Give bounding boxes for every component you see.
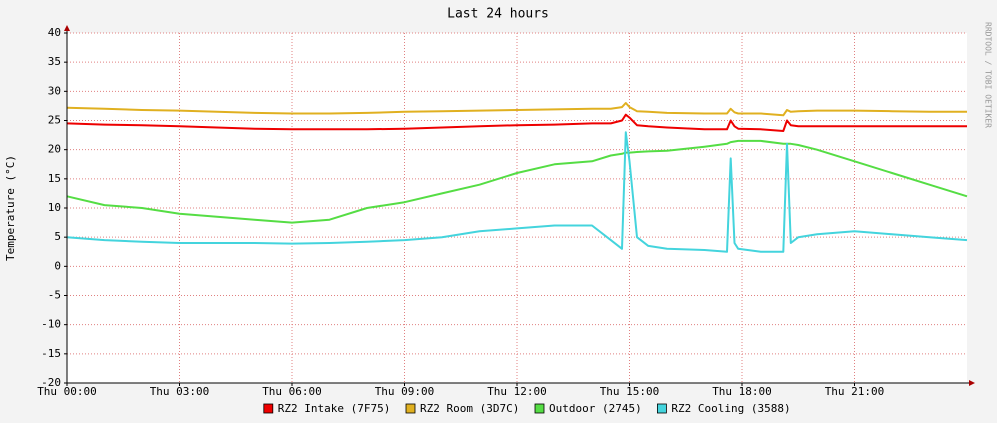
x-tick-label: Thu 18:00 (712, 385, 772, 398)
series-line (66, 113, 967, 132)
x-tick-label: Thu 15:00 (600, 385, 660, 398)
y-tick-label: -5 (48, 289, 61, 302)
series-line (66, 131, 968, 253)
series-line (66, 102, 967, 117)
legend-label: RZ2 Room (3D7C) (420, 402, 519, 415)
y-tick-label: 5 (54, 230, 61, 243)
watermark: RRDTOOL / TOBI OETIKER (984, 22, 993, 128)
legend-swatch (657, 403, 667, 414)
y-tick-label: 40 (48, 26, 61, 39)
labels: -20 -15 -10 -5 0 5 10 15 20 25 30 35 40 Thu 00:00 Thu … (37, 26, 884, 398)
legend-label: RZ2 Intake (7F75) (278, 402, 391, 415)
y-tick-label: 15 (48, 172, 61, 185)
legend-label: RZ2 Cooling (3588) (671, 402, 790, 415)
y-axis-label: Temperature (°C) (4, 155, 17, 261)
legend-swatch (534, 403, 545, 414)
y-tick-label: 25 (48, 114, 61, 127)
chart-title: Last 24 hours (447, 7, 549, 22)
y-tick-label: 10 (48, 201, 61, 214)
x-tick-label: Thu 06:00 (262, 385, 322, 398)
legend-swatch (263, 403, 274, 414)
y-tick-label: 20 (48, 143, 61, 156)
x-tick-label: Thu 12:00 (487, 385, 547, 398)
y-arrow (64, 25, 70, 31)
y-tick-label: -20 (41, 376, 61, 389)
x-arrow (969, 380, 975, 386)
axes (64, 25, 975, 386)
y-tick-label: 30 (48, 84, 61, 97)
y-tick-label: 0 (54, 259, 61, 272)
legend-swatch (405, 403, 416, 414)
lines (66, 102, 968, 253)
legend-label: Outdoor (2745) (549, 402, 642, 415)
y-tick-label: 35 (48, 55, 61, 68)
x-tick-label: Thu 09:00 (375, 385, 435, 398)
x-tick-label: Thu 00:00 (37, 385, 97, 398)
y-tick-label: -15 (41, 347, 61, 360)
x-tick-label: Thu 21:00 (825, 385, 885, 398)
series-line (66, 139, 968, 224)
y-tick-label: -10 (41, 318, 61, 331)
x-tick-label: Thu 03:00 (150, 385, 210, 398)
legend: RZ2 Intake (7F75) RZ2 Room (3D7C) Outdoor … (263, 402, 791, 415)
